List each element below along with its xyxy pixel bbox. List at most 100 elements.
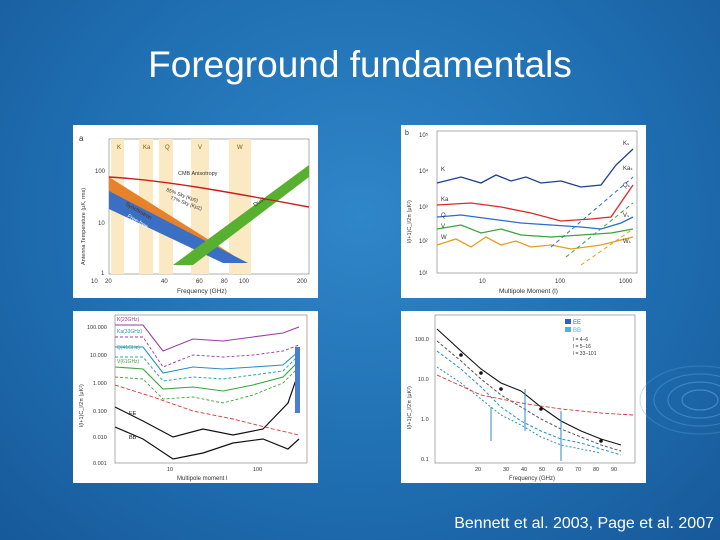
panel-a-xtick: 100: [239, 279, 250, 285]
panel-d-xtick: 40: [521, 467, 527, 473]
panel-b-xlabel: Multipole Moment (l): [499, 288, 558, 295]
legend-bb: BB: [573, 328, 581, 334]
panel-d-ytick: 0.1: [421, 457, 429, 463]
band-q: Q: [165, 145, 170, 151]
curve-bb-low: [436, 350, 622, 456]
label-k: K: [441, 167, 445, 173]
marker-bar: [295, 347, 300, 413]
panel-a-xtick: 60: [196, 279, 203, 285]
synchrotron-band: [109, 177, 233, 255]
panel-a-foreground-spectra: a K Ka Q V W CMB Anisotropy Synchrotron …: [73, 125, 318, 298]
label-qs: Qₛ: [623, 183, 630, 189]
panel-a-xtick: 10: [91, 279, 98, 285]
band-ka: Ka: [143, 145, 151, 151]
panel-a-ylabel: Antenna Temperature (μK, rms): [81, 188, 87, 265]
panel-a-xtick: 80: [221, 279, 228, 285]
panel-c-polarization-spectra: K(23GHz) Ka(33GHz) Q(41GHz) V(61GHz) EE …: [73, 311, 318, 483]
panel-d-xtick: 90: [611, 467, 617, 473]
panel-b-ylabel: l(l+1)C_l/2π (μK²): [407, 200, 413, 243]
slide-title: Foreground fundamentals: [148, 44, 572, 85]
panel-d-ytick: 10.0: [418, 377, 429, 383]
panel-b-xtick: 1000: [619, 279, 633, 285]
panel-a-xtick: 20: [105, 279, 112, 285]
panel-c-xtick: 100: [253, 467, 262, 473]
panel-c-ytick: 0.001: [93, 461, 107, 467]
curve-ee: [114, 370, 300, 438]
panel-d-xtick: 20: [475, 467, 481, 473]
label-q-41ghz: Q(41GHz): [117, 345, 140, 351]
panel-a-xtick: 200: [297, 279, 308, 285]
panel-c-xtick: 10: [167, 467, 173, 473]
panel-d-xtick: 70: [575, 467, 581, 473]
panel-a-xlabel: Frequency (GHz): [177, 288, 227, 295]
dust-band: [173, 165, 309, 265]
curve-k-band: [115, 324, 300, 352]
panel-b-xtick: 100: [555, 279, 566, 285]
label-cmb: CMB Anisotropy: [178, 171, 218, 177]
panel-d-ylabel: l(l+1)C_l/2π (μK²): [407, 386, 413, 429]
curve-bb: [114, 426, 300, 460]
panel-a-plot: a K Ka Q V W CMB Anisotropy Synchrotron …: [79, 134, 310, 295]
panel-b-ytick: 10⁵: [419, 132, 429, 139]
panel-c-ytick: 10.000: [90, 353, 107, 359]
band-w: W: [237, 145, 243, 151]
panel-d-xtick: 50: [539, 467, 545, 473]
curve-k: [436, 148, 634, 188]
panel-c-ytick: 1.000: [93, 381, 107, 387]
band-v: V: [198, 145, 202, 151]
curve-ee-low: [436, 328, 622, 446]
label-v-61ghz: V(61GHz): [117, 359, 140, 365]
panel-d-ytick: 1.0: [421, 417, 429, 423]
label-k-23ghz: K(23GHz): [117, 317, 140, 323]
label-q: Q: [441, 213, 446, 219]
panel-c-ytick: 100.000: [87, 325, 107, 331]
curve-v: [436, 224, 634, 238]
panel-d-xtick: 60: [557, 467, 563, 473]
panel-a-ytick: 1: [101, 271, 105, 277]
legend-range-2: l = 5–16: [573, 344, 591, 350]
label-ka-33ghz: Ka(33GHz): [117, 329, 142, 335]
curve-w: [436, 236, 634, 250]
panel-d-plot: EE BB l = 4–6 l = 5–16 l = 33–101 100.0 …: [407, 314, 636, 482]
panel-c-ytick: 0.010: [93, 435, 107, 441]
panel-a-letter: a: [79, 134, 84, 143]
label-bb: BB: [129, 435, 137, 441]
panel-a-ytick: 10: [98, 221, 105, 227]
panel-c-ytick: 0.100: [93, 409, 107, 415]
label-ka: Ka: [441, 197, 449, 203]
label-vs: Vₛ: [623, 213, 629, 219]
ripple-decoration: [639, 365, 720, 435]
label-v: V: [441, 224, 445, 230]
label-ws: Wₛ: [623, 239, 631, 245]
panel-d-xlabel: Frequency (GHz): [509, 476, 555, 482]
citation-text: Bennett et al. 2003, Page et al. 2007: [454, 515, 714, 532]
panel-c-xlabel: Multipole moment l: [177, 476, 227, 482]
curve-ka-band: [115, 346, 300, 374]
panel-c-plot: K(23GHz) Ka(33GHz) Q(41GHz) V(61GHz) EE …: [79, 314, 308, 482]
band-k: K: [117, 145, 121, 151]
panel-a-xtick: 40: [161, 279, 168, 285]
panel-a-ytick: 100: [95, 169, 106, 175]
label-kas: Kaₛ: [623, 166, 633, 172]
panel-d-xtick: 80: [593, 467, 599, 473]
legend-range-3: l = 33–101: [573, 351, 597, 357]
panel-b-ytick: 10³: [419, 205, 428, 211]
label-w: W: [441, 235, 447, 241]
panel-d-foreground-frequency: EE BB l = 4–6 l = 5–16 l = 33–101 100.0 …: [401, 311, 646, 483]
curve-ka: [436, 184, 634, 222]
legend-range-1: l = 4–6: [573, 337, 588, 343]
panel-d-ytick: 100.0: [415, 337, 429, 343]
panel-c-ylabel: l(l+1)C_l/2π (μK²): [79, 384, 85, 427]
panel-b-xtick: 10: [479, 279, 486, 285]
legend-ee: EE: [573, 320, 581, 326]
panel-b-letter: b: [405, 130, 409, 137]
panel-d-xtick: 30: [503, 467, 509, 473]
panel-b-ytick: 10¹: [419, 271, 428, 277]
panel-b-ytick: 10²: [419, 239, 428, 245]
cmb-curve: [108, 176, 310, 208]
panel-b-ytick: 10⁴: [419, 168, 429, 175]
curve-q: [436, 214, 634, 230]
curve-q-band: [114, 360, 300, 392]
panel-b-plot: b 10⁵ 10⁴ 10³ 10² 10¹ K Ka Q V W Kₛ Kaₛ …: [405, 130, 638, 295]
panel-b-power-spectra: b 10⁵ 10⁴ 10³ 10² 10¹ K Ka Q V W Kₛ Kaₛ …: [401, 125, 646, 298]
